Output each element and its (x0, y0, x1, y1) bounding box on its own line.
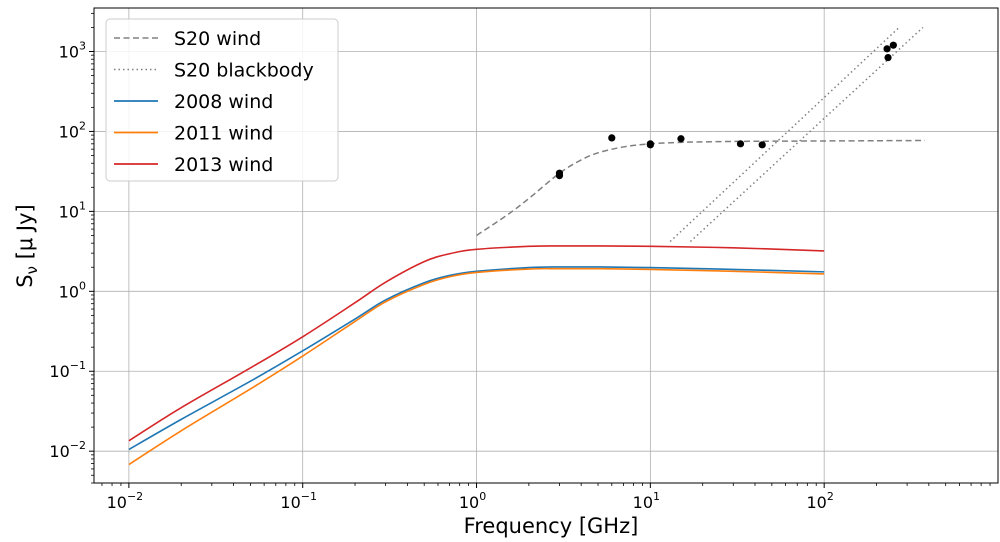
data-point (889, 41, 897, 49)
data-point (758, 141, 766, 149)
y-axis-label: Sν [μ Jy] (13, 204, 41, 287)
series-line-1 (669, 26, 900, 243)
legend-label: 2013 wind (174, 154, 273, 176)
data-points (555, 41, 897, 180)
x-tick-label: 10−2 (107, 490, 144, 512)
data-point (736, 140, 745, 148)
major-ticks (89, 50, 825, 488)
y-tick-label: 10−1 (49, 359, 86, 381)
data-point (884, 53, 892, 62)
series-line-3 (128, 266, 825, 451)
data-point (883, 45, 891, 53)
plot-frame (93, 7, 999, 484)
y-tick-label: 10−2 (49, 439, 86, 461)
series-line-4 (128, 267, 825, 466)
x-tick-label: 100 (459, 490, 486, 512)
legend: S20 wind S20 blackbody 2008 wind 2011 wind 2… (105, 18, 339, 182)
legend-label: S20 wind (174, 28, 261, 50)
series-line-5 (128, 245, 825, 442)
data-point (608, 134, 616, 142)
legend-box (105, 18, 339, 182)
tick-labels: 10−2 10−1 100 101 102 10−2 10−1 100 101 102 103 (49, 39, 833, 512)
data-point (555, 172, 564, 180)
y-tick-label: 100 (59, 279, 86, 301)
x-tick-label: 101 (633, 490, 660, 512)
x-tick-label: 102 (806, 490, 833, 512)
grid (94, 8, 998, 483)
x-tick-label: 10−1 (280, 490, 317, 512)
series-line-2 (689, 26, 924, 243)
legend-label: 2008 wind (174, 91, 273, 113)
legend-label: S20 blackbody (174, 60, 314, 82)
data-point (677, 135, 685, 143)
y-tick-label: 102 (59, 119, 86, 141)
y-tick-label: 101 (59, 199, 86, 221)
legend-label: 2011 wind (174, 123, 273, 145)
y-tick-label: 103 (59, 39, 86, 61)
data-point (646, 141, 654, 149)
x-axis-label: Frequency [GHz] (464, 514, 639, 538)
